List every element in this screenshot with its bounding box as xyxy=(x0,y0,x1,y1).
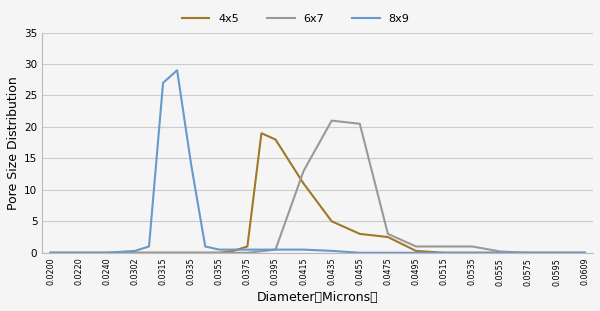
4x5 xyxy=(497,251,504,255)
8x9 xyxy=(75,251,82,255)
4x5 xyxy=(300,182,307,185)
4x5 xyxy=(244,245,251,248)
8x9 xyxy=(272,248,279,252)
Legend: 4x5, 6x7, 8x9: 4x5, 6x7, 8x9 xyxy=(177,9,414,28)
Line: 8x9: 8x9 xyxy=(50,70,584,253)
8x9 xyxy=(553,251,560,255)
6x7 xyxy=(160,251,167,255)
8x9 xyxy=(188,163,195,166)
6x7 xyxy=(525,251,532,255)
4x5 xyxy=(469,251,476,255)
8x9 xyxy=(215,248,223,252)
Y-axis label: Pore Size Distribution: Pore Size Distribution xyxy=(7,76,20,210)
4x5 xyxy=(160,251,167,255)
8x9 xyxy=(412,251,419,255)
6x7 xyxy=(356,122,364,126)
6x7 xyxy=(412,245,419,248)
4x5 xyxy=(328,220,335,223)
6x7 xyxy=(244,251,251,255)
6x7 xyxy=(272,248,279,252)
4x5 xyxy=(412,249,419,253)
8x9 xyxy=(103,251,110,255)
4x5 xyxy=(581,251,588,255)
8x9 xyxy=(202,245,209,248)
4x5 xyxy=(75,251,82,255)
6x7 xyxy=(328,119,335,123)
8x9 xyxy=(525,251,532,255)
Line: 4x5: 4x5 xyxy=(50,133,584,253)
4x5 xyxy=(356,232,364,236)
8x9 xyxy=(581,251,588,255)
8x9 xyxy=(145,245,152,248)
8x9 xyxy=(497,251,504,255)
8x9 xyxy=(328,249,335,253)
4x5 xyxy=(188,251,195,255)
6x7 xyxy=(497,250,504,253)
6x7 xyxy=(47,251,54,255)
4x5 xyxy=(103,251,110,255)
6x7 xyxy=(440,245,448,248)
8x9 xyxy=(300,248,307,252)
4x5 xyxy=(215,251,223,255)
6x7 xyxy=(103,251,110,255)
4x5 xyxy=(272,138,279,142)
4x5 xyxy=(258,131,265,135)
8x9 xyxy=(384,251,391,255)
6x7 xyxy=(131,251,139,255)
8x9 xyxy=(160,81,167,85)
4x5 xyxy=(131,251,139,255)
8x9 xyxy=(440,251,448,255)
8x9 xyxy=(356,251,364,255)
4x5 xyxy=(47,251,54,255)
6x7 xyxy=(469,245,476,248)
6x7 xyxy=(581,251,588,255)
4x5 xyxy=(384,235,391,239)
4x5 xyxy=(553,251,560,255)
8x9 xyxy=(469,251,476,255)
8x9 xyxy=(47,251,54,255)
8x9 xyxy=(131,249,139,253)
X-axis label: Diameter（Microns）: Diameter（Microns） xyxy=(257,291,379,304)
6x7 xyxy=(215,251,223,255)
4x5 xyxy=(440,251,448,255)
6x7 xyxy=(188,251,195,255)
Line: 6x7: 6x7 xyxy=(50,121,584,253)
4x5 xyxy=(230,249,237,253)
8x9 xyxy=(244,248,251,252)
4x5 xyxy=(525,251,532,255)
6x7 xyxy=(300,169,307,173)
8x9 xyxy=(173,68,181,72)
6x7 xyxy=(553,251,560,255)
6x7 xyxy=(75,251,82,255)
6x7 xyxy=(384,232,391,236)
